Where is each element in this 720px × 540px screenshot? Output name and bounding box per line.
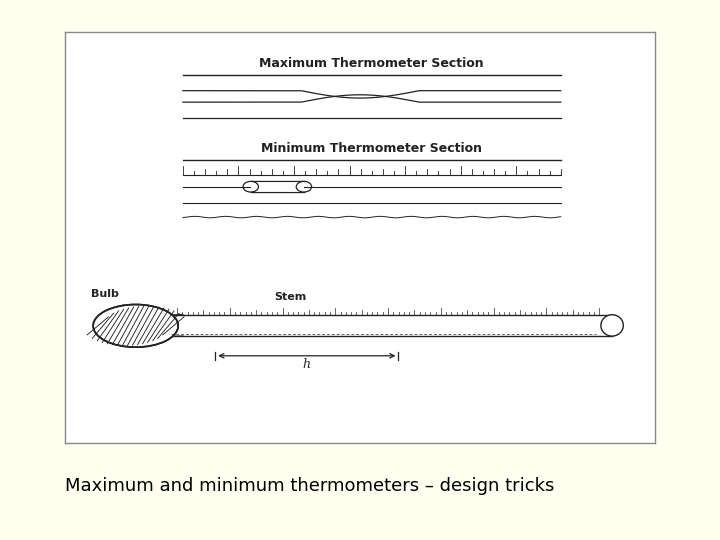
Text: Minimum Thermometer Section: Minimum Thermometer Section [261,141,482,154]
Text: Maximum Thermometer Section: Maximum Thermometer Section [259,57,484,70]
Text: h: h [303,358,311,371]
Ellipse shape [601,315,624,336]
Text: Maximum and minimum thermometers – design tricks: Maximum and minimum thermometers – desig… [65,477,554,495]
Ellipse shape [93,305,178,347]
Text: Stem: Stem [274,292,307,302]
Text: Bulb: Bulb [91,289,120,299]
Bar [251,182,304,192]
